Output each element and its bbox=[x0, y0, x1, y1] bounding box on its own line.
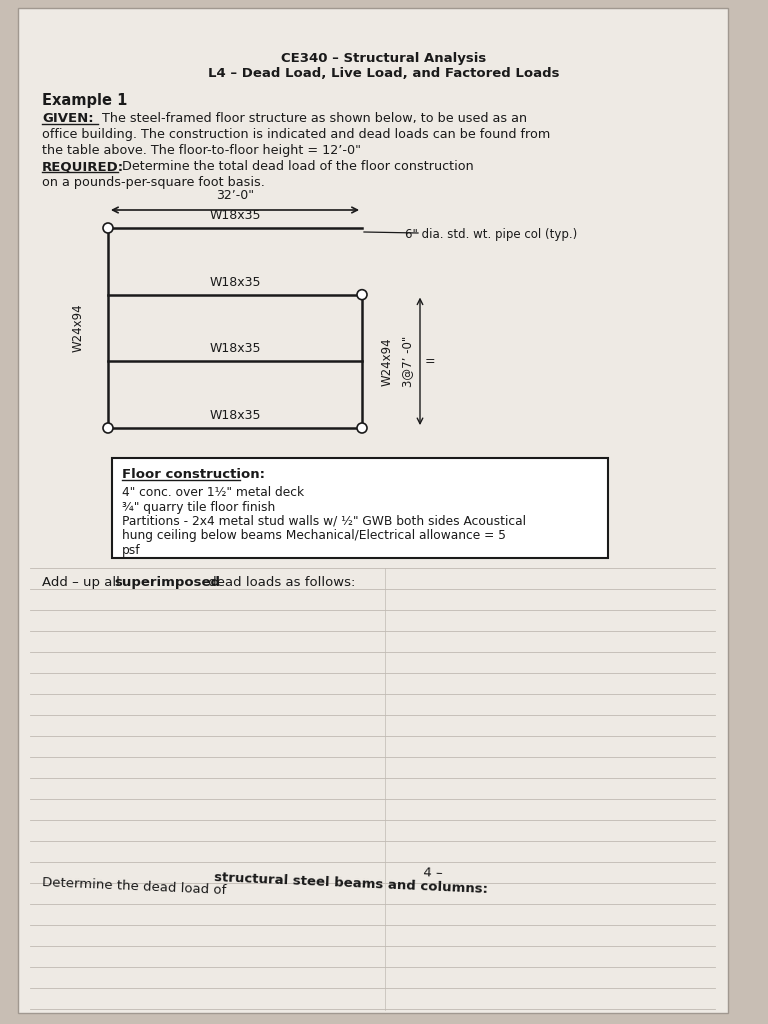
Text: W18x35: W18x35 bbox=[209, 275, 261, 289]
Text: 4" conc. over 1½" metal deck: 4" conc. over 1½" metal deck bbox=[122, 486, 304, 499]
Circle shape bbox=[357, 290, 367, 300]
Text: Example 1: Example 1 bbox=[42, 93, 127, 108]
Text: W24x94: W24x94 bbox=[380, 337, 393, 386]
Text: office building. The construction is indicated and dead loads can be found from: office building. The construction is ind… bbox=[42, 128, 550, 141]
Text: W18x35: W18x35 bbox=[209, 209, 261, 222]
Text: 4 –: 4 – bbox=[419, 866, 443, 880]
Text: W18x35: W18x35 bbox=[209, 409, 261, 422]
Text: GIVEN:: GIVEN: bbox=[42, 112, 94, 125]
Text: W24x94: W24x94 bbox=[71, 304, 84, 352]
Text: ¾" quarry tile floor finish: ¾" quarry tile floor finish bbox=[122, 501, 275, 513]
Text: REQUIRED:: REQUIRED: bbox=[42, 160, 124, 173]
Circle shape bbox=[103, 223, 113, 233]
Text: Add – up all: Add – up all bbox=[42, 575, 124, 589]
Bar bbox=[112, 458, 608, 558]
Text: W18x35: W18x35 bbox=[209, 342, 261, 355]
Circle shape bbox=[357, 423, 367, 433]
Text: hung ceiling below beams Mechanical/Electrical allowance = 5: hung ceiling below beams Mechanical/Elec… bbox=[122, 529, 506, 543]
Text: on a pounds-per-square foot basis.: on a pounds-per-square foot basis. bbox=[42, 176, 265, 189]
Text: 6" dia. std. wt. pipe col (typ.): 6" dia. std. wt. pipe col (typ.) bbox=[405, 228, 578, 241]
Text: 3@7’ -0": 3@7’ -0" bbox=[402, 336, 415, 387]
Text: psf: psf bbox=[122, 544, 141, 557]
Circle shape bbox=[103, 423, 113, 433]
Text: Determine the dead load of: Determine the dead load of bbox=[42, 876, 231, 897]
Text: the table above. The floor-to-floor height = 12’-0": the table above. The floor-to-floor heig… bbox=[42, 144, 361, 157]
Text: The steel-framed floor structure as shown below, to be used as an: The steel-framed floor structure as show… bbox=[98, 112, 527, 125]
Text: Determine the total dead load of the floor construction: Determine the total dead load of the flo… bbox=[118, 160, 474, 173]
Text: =: = bbox=[425, 355, 435, 368]
Text: superimposed: superimposed bbox=[114, 575, 220, 589]
Text: dead loads as follows:: dead loads as follows: bbox=[204, 575, 356, 589]
Text: CE340 – Structural Analysis: CE340 – Structural Analysis bbox=[281, 52, 487, 65]
Text: L4 – Dead Load, Live Load, and Factored Loads: L4 – Dead Load, Live Load, and Factored … bbox=[208, 67, 560, 80]
Text: Partitions - 2x4 metal stud walls w/ ½" GWB both sides Acoustical: Partitions - 2x4 metal stud walls w/ ½" … bbox=[122, 515, 526, 528]
Text: structural steel beams and columns:: structural steel beams and columns: bbox=[214, 871, 488, 896]
Text: Floor construction:: Floor construction: bbox=[122, 468, 265, 481]
Text: 32’-0": 32’-0" bbox=[216, 189, 254, 202]
